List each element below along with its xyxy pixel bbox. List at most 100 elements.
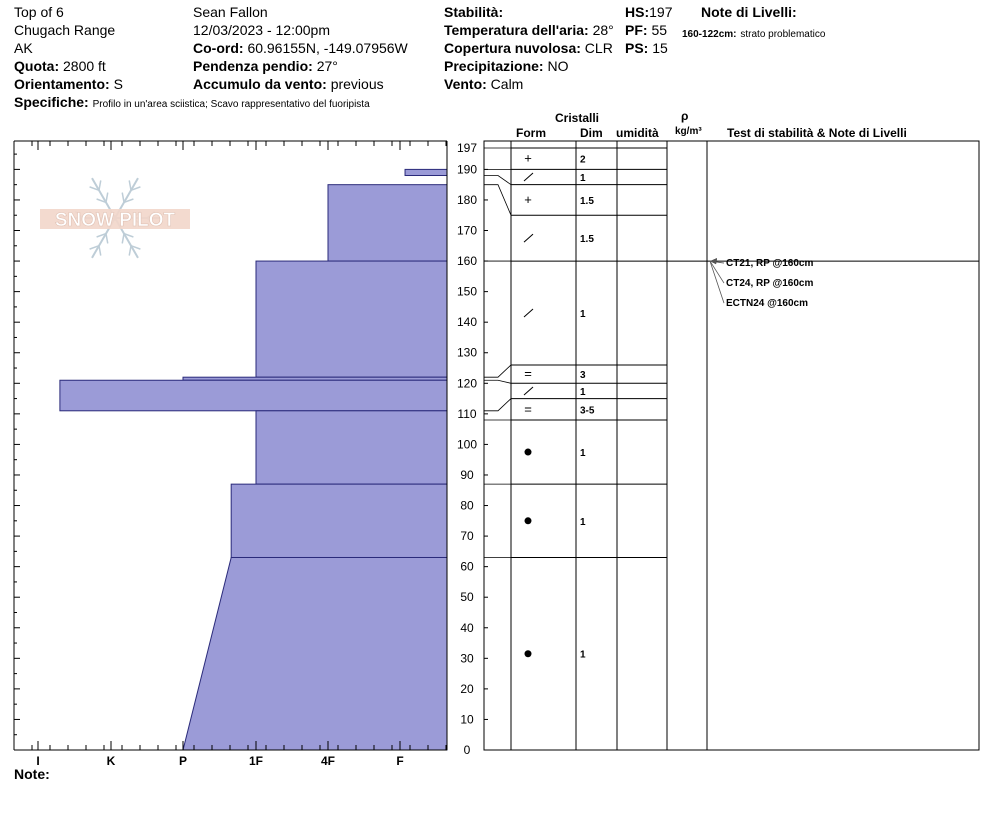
specifics-label: Specifiche: bbox=[14, 94, 89, 110]
elevation-row: Quota: 2800 ft bbox=[14, 58, 106, 74]
depth-label-100: 100 bbox=[457, 437, 477, 451]
snowflake-branch bbox=[130, 245, 141, 250]
slope-row: Pendenza pendio: 27° bbox=[193, 58, 338, 74]
snowflake-branch bbox=[89, 186, 100, 191]
precip-value: NO bbox=[547, 58, 569, 74]
snowflake-branch bbox=[121, 192, 125, 203]
crystal-size-4: 1 bbox=[580, 309, 586, 320]
stability-test-1: CT24, RP @160cm bbox=[726, 278, 813, 289]
snowflake-branch bbox=[123, 232, 134, 238]
crystal-size-0: 2 bbox=[580, 155, 586, 166]
crystal-form-faceted bbox=[523, 233, 534, 243]
layer-connector bbox=[484, 184, 512, 216]
snowflake-branch bbox=[128, 245, 132, 256]
hs-value: 197 bbox=[649, 4, 673, 20]
snowflake-branch bbox=[98, 245, 102, 256]
hardness-label-P: P bbox=[179, 754, 187, 768]
hardness-layer-3 bbox=[327, 184, 448, 262]
layer-note-range: 160-122cm: bbox=[682, 29, 737, 40]
hardness-layer-6 bbox=[59, 379, 448, 412]
crystal-form-symbol: = bbox=[524, 366, 532, 381]
stability-pointer bbox=[709, 260, 725, 304]
snowflake-branch bbox=[89, 245, 100, 250]
crystal-size-3: 1.5 bbox=[580, 234, 594, 245]
pf-row: PF: 55 bbox=[625, 22, 667, 38]
watermark-band bbox=[40, 209, 190, 229]
watermark-text: SNOW PILOT bbox=[55, 210, 176, 231]
snowflake-branch bbox=[74, 217, 84, 226]
snowflake-branch bbox=[88, 217, 98, 226]
snowflake-branch bbox=[98, 180, 102, 191]
layer-connector bbox=[484, 398, 512, 412]
wind-value: Calm bbox=[490, 76, 524, 92]
snowflake-branch bbox=[88, 210, 98, 219]
crystals-header: Cristalli bbox=[555, 111, 600, 125]
air-temp-value: 28° bbox=[592, 22, 614, 38]
notes-label: Note: bbox=[14, 766, 50, 782]
ps-label: PS: bbox=[625, 40, 649, 56]
crystal-form-faceted bbox=[523, 386, 534, 396]
snowflake-branch bbox=[130, 186, 141, 191]
coord-value: 60.96155N, -149.07956W bbox=[247, 40, 408, 56]
observer-name: Sean Fallon bbox=[193, 4, 268, 20]
stability-label: Stabilità: bbox=[444, 4, 504, 20]
layer-connector bbox=[484, 364, 512, 378]
hardness-label-F: F bbox=[396, 754, 403, 768]
crystal-form-faceted bbox=[523, 172, 534, 182]
aspect-label: Orientamento: bbox=[14, 76, 110, 92]
snowflake-branch bbox=[128, 180, 132, 191]
snowflake-branch bbox=[105, 192, 109, 203]
hardness-layer-4 bbox=[255, 260, 448, 378]
stability-pointer bbox=[709, 260, 725, 284]
coord-row: Co-ord: 60.96155N, -149.07956W bbox=[193, 40, 408, 56]
crystal-size-5: 3 bbox=[580, 370, 586, 381]
wind-loading-row: Accumulo da vento: previous bbox=[193, 76, 384, 92]
depth-label-30: 30 bbox=[460, 651, 474, 665]
wind-loading-value: previous bbox=[330, 76, 384, 92]
snowflake-arm bbox=[91, 217, 116, 259]
depth-label-80: 80 bbox=[460, 499, 474, 513]
layer-connector bbox=[484, 379, 512, 384]
hardness-layer-9 bbox=[182, 556, 448, 751]
hs-label: HS: bbox=[625, 4, 650, 20]
hardness-label-1F: 1F bbox=[249, 754, 263, 768]
coord-label: Co-ord: bbox=[193, 40, 244, 56]
snowflake-branch bbox=[121, 233, 125, 244]
layer-connector bbox=[484, 175, 512, 185]
snowflake-branch bbox=[105, 233, 109, 244]
rho-header: ρ bbox=[681, 109, 689, 123]
ps-value: 15 bbox=[652, 40, 668, 56]
depth-label-150: 150 bbox=[457, 285, 477, 299]
elevation-value: 2800 ft bbox=[63, 58, 106, 74]
depth-label-170: 170 bbox=[457, 224, 477, 238]
hardness-label-4F: 4F bbox=[321, 754, 335, 768]
sky-value: CLR bbox=[584, 40, 613, 56]
snowflake-branch bbox=[96, 232, 107, 238]
crystal-size-10: 1 bbox=[580, 650, 586, 661]
depth-label-60: 60 bbox=[460, 560, 474, 574]
layer-notes-label: Note di Livelli: bbox=[701, 4, 797, 20]
crystal-size-8: 1 bbox=[580, 448, 586, 459]
snowflake-branch bbox=[132, 217, 142, 226]
precip-row: Precipitazione: NO bbox=[444, 58, 568, 74]
sky-label: Copertura nuvolosa: bbox=[444, 40, 581, 56]
depth-label-197: 197 bbox=[457, 141, 477, 155]
precip-label: Precipitazione: bbox=[444, 58, 544, 74]
air-temp-row: Temperatura dell'aria: 28° bbox=[444, 22, 614, 38]
crystal-form-rounded bbox=[524, 517, 532, 525]
wind-label: Vento: bbox=[444, 76, 487, 92]
crystal-form-rounded bbox=[524, 448, 532, 456]
depth-label-90: 90 bbox=[460, 468, 474, 482]
stability-row: Stabilità: bbox=[444, 4, 503, 20]
depth-label-190: 190 bbox=[457, 162, 477, 176]
hardness-layer-7 bbox=[255, 410, 448, 485]
snowflake-arm bbox=[114, 177, 139, 219]
hs-row: HS:197 bbox=[625, 4, 672, 20]
depth-label-20: 20 bbox=[460, 682, 474, 696]
profile-table-frame bbox=[483, 140, 980, 751]
crystal-form-symbol: + bbox=[524, 192, 532, 207]
aspect-row: Orientamento: S bbox=[14, 76, 123, 92]
depth-label-160: 160 bbox=[457, 254, 477, 268]
depth-label-130: 130 bbox=[457, 346, 477, 360]
observation-datetime: 12/03/2023 - 12:00pm bbox=[193, 22, 330, 38]
